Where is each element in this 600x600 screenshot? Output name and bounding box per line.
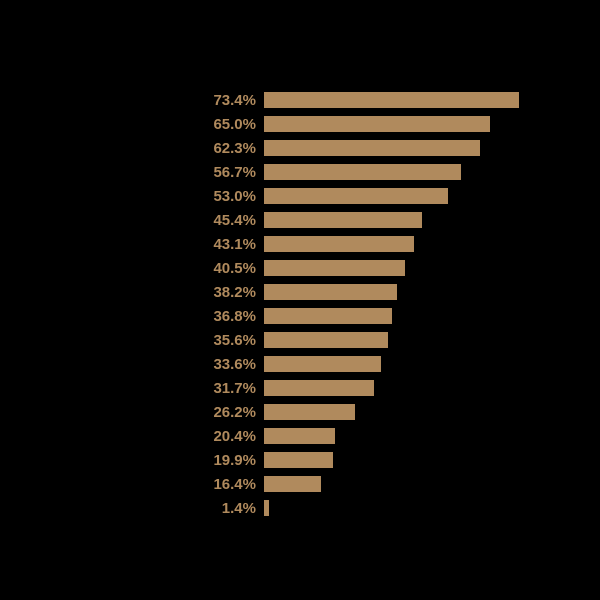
bar-value-label: 26.2% xyxy=(213,404,256,421)
bar-row: 65.0% xyxy=(0,112,600,136)
bar-row: 45.4% xyxy=(0,208,600,232)
bar-row: 19.9% xyxy=(0,448,600,472)
bar-row: 43.1% xyxy=(0,232,600,256)
bar xyxy=(264,92,519,108)
bar xyxy=(264,500,269,516)
bar-row: 36.8% xyxy=(0,304,600,328)
bar xyxy=(264,404,355,420)
bar-row: 73.4% xyxy=(0,88,600,112)
bar-row: 16.4% xyxy=(0,472,600,496)
bar-row: 62.3% xyxy=(0,136,600,160)
bar-value-label: 36.8% xyxy=(213,308,256,325)
bar-row: 40.5% xyxy=(0,256,600,280)
bar-row: 35.6% xyxy=(0,328,600,352)
bar-row: 31.7% xyxy=(0,376,600,400)
bar xyxy=(264,212,422,228)
bar xyxy=(264,164,461,180)
bar-value-label: 62.3% xyxy=(213,140,256,157)
bar-value-label: 38.2% xyxy=(213,284,256,301)
bar-row: 33.6% xyxy=(0,352,600,376)
bar xyxy=(264,236,414,252)
bar xyxy=(264,116,490,132)
bar-row: 20.4% xyxy=(0,424,600,448)
bar-row: 53.0% xyxy=(0,184,600,208)
bar xyxy=(264,284,397,300)
bar xyxy=(264,332,388,348)
bar-value-label: 53.0% xyxy=(213,188,256,205)
bar-row: 1.4% xyxy=(0,496,600,520)
bar-value-label: 33.6% xyxy=(213,356,256,373)
bar-value-label: 40.5% xyxy=(213,260,256,277)
bar xyxy=(264,476,321,492)
bar xyxy=(264,308,392,324)
bar-row: 38.2% xyxy=(0,280,600,304)
bar-value-label: 20.4% xyxy=(213,428,256,445)
bar-value-label: 31.7% xyxy=(213,380,256,397)
percentage-bar-chart: 73.4% 65.0% 62.3% 56.7% 53.0% 45.4% 43.1% 40.5%… xyxy=(0,0,600,600)
bar-value-label: 43.1% xyxy=(213,236,256,253)
bar xyxy=(264,428,335,444)
bar xyxy=(264,380,374,396)
bar-value-label: 16.4% xyxy=(213,476,256,493)
bar xyxy=(264,260,405,276)
bar-row: 56.7% xyxy=(0,160,600,184)
bar-value-label: 45.4% xyxy=(213,212,256,229)
bar-value-label: 1.4% xyxy=(222,500,256,517)
bar-value-label: 73.4% xyxy=(213,92,256,109)
bar-value-label: 65.0% xyxy=(213,116,256,133)
bar xyxy=(264,356,381,372)
bar xyxy=(264,140,480,156)
bar-value-label: 56.7% xyxy=(213,164,256,181)
bar-row: 26.2% xyxy=(0,400,600,424)
bar xyxy=(264,452,333,468)
bar xyxy=(264,188,448,204)
bar-value-label: 35.6% xyxy=(213,332,256,349)
bar-value-label: 19.9% xyxy=(213,452,256,469)
